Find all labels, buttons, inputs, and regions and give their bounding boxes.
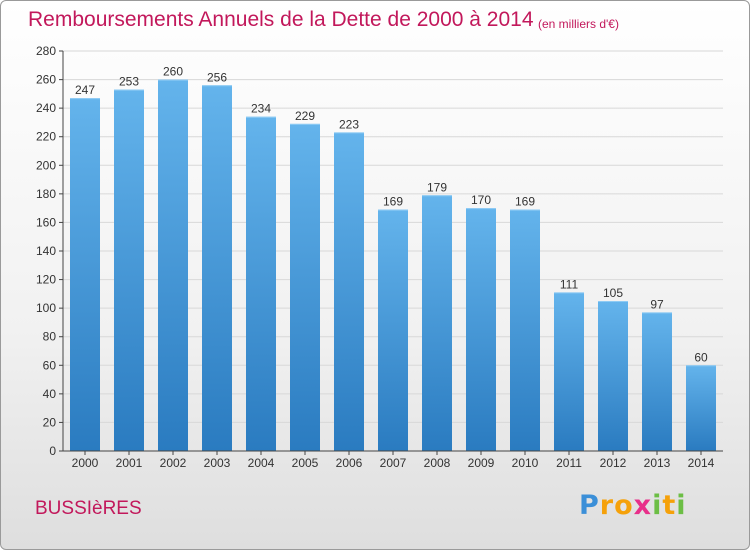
x-tick-label: 2003 (204, 456, 231, 470)
bar (554, 292, 584, 451)
x-tick-label: 2014 (688, 456, 715, 470)
data-label: 179 (427, 180, 447, 194)
commune-name: BUSSIèRES (35, 498, 142, 519)
bar (466, 208, 496, 451)
x-tick-label: 2009 (468, 456, 495, 470)
data-label: 169 (383, 195, 403, 209)
y-tick-label: 140 (36, 244, 56, 258)
y-tick-label: 240 (36, 101, 56, 115)
y-tick-label: 280 (36, 44, 56, 58)
data-label: 256 (207, 70, 227, 84)
data-label: 260 (163, 65, 183, 79)
bar (246, 116, 276, 451)
y-tick-label: 60 (43, 358, 57, 372)
x-tick-label: 2012 (600, 456, 627, 470)
y-tick-label: 260 (36, 73, 56, 87)
chart-subtitle: (en milliers d'€) (538, 17, 619, 31)
bar (642, 312, 672, 451)
y-tick-label: 220 (36, 130, 56, 144)
y-tick-label: 180 (36, 187, 56, 201)
bar (422, 195, 452, 451)
x-tick-label: 2010 (512, 456, 539, 470)
y-tick-label: 160 (36, 215, 56, 229)
x-tick-label: 2007 (380, 456, 407, 470)
y-tick-label: 100 (36, 301, 56, 315)
bars (70, 79, 716, 452)
x-tick-label: 2000 (72, 456, 99, 470)
proxiti-logo: Proxiti (579, 490, 687, 521)
data-labels: 247 253 260 256 234 229 223 169 179 170 169 111 105 9… (75, 65, 708, 365)
x-tick-label: 2005 (292, 456, 319, 470)
x-tick-label: 2006 (336, 456, 363, 470)
bar (70, 98, 100, 452)
bar (686, 365, 716, 451)
data-label: 169 (515, 195, 535, 209)
bar (378, 209, 408, 451)
x-tick-label: 2008 (424, 456, 451, 470)
bar (202, 85, 232, 452)
bar (158, 79, 188, 452)
data-label: 170 (471, 193, 491, 207)
x-tick-label: 2013 (644, 456, 671, 470)
bar (510, 209, 540, 451)
data-label: 97 (650, 297, 664, 311)
x-tick-label: 2001 (116, 456, 143, 470)
y-tick-label: 40 (43, 387, 57, 401)
y-tick-label: 0 (49, 444, 56, 458)
bar (114, 89, 144, 452)
data-label: 60 (694, 350, 708, 364)
chart-title: Remboursements Annuels de la Dette de 20… (28, 8, 534, 31)
x-tick-label: 2004 (248, 456, 275, 470)
data-label: 223 (339, 117, 359, 131)
x-tick-label: 2011 (556, 456, 582, 470)
bar (598, 301, 628, 451)
data-label: 105 (603, 286, 623, 300)
y-tick-label: 200 (36, 158, 56, 172)
bar (334, 132, 364, 451)
y-tick-label: 80 (43, 330, 57, 344)
data-label: 229 (295, 109, 315, 123)
y-tick-label: 20 (43, 415, 57, 429)
x-tick-label: 2002 (160, 456, 187, 470)
y-tick-label: 120 (36, 273, 56, 287)
bar (290, 123, 320, 451)
data-label: 247 (75, 83, 95, 97)
data-label: 234 (251, 102, 271, 116)
data-label: 111 (560, 277, 579, 291)
data-label: 253 (119, 75, 139, 89)
axes: 0 20 40 60 80 100 120 140 160 180 200 220 240 260 280 2… (36, 44, 723, 470)
